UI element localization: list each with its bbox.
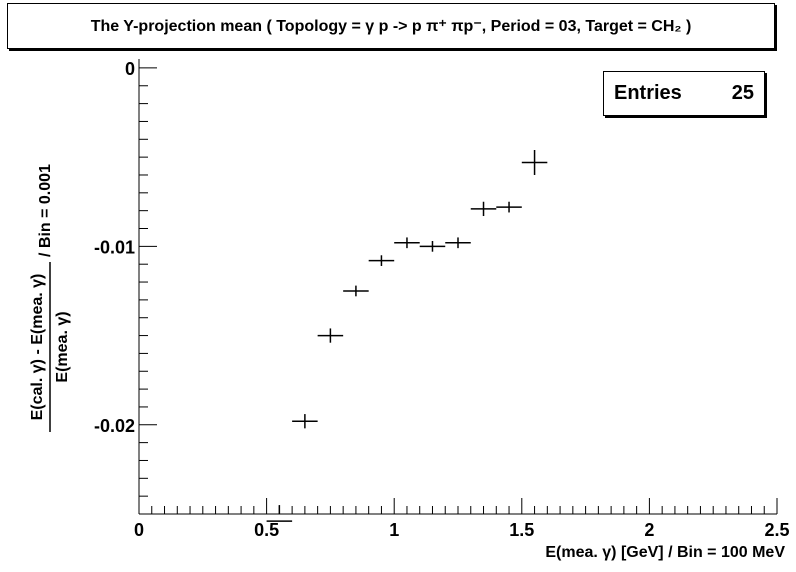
- stats-entries-value: 25: [731, 82, 754, 104]
- data-point: [521, 150, 548, 175]
- x-tick-label: 0.5: [254, 520, 279, 540]
- y-tick-label: 0: [125, 59, 135, 79]
- x-tick-label: 2: [644, 520, 654, 540]
- y-axis-title-numerator: E(cal. γ) - E(mea. γ): [29, 274, 46, 421]
- y-axis-title-suffix: / Bin = 0.001: [37, 164, 54, 257]
- data-point: [343, 285, 369, 297]
- x-axis-title: E(mea. γ) [GeV] / Bin = 100 MeV: [545, 544, 785, 561]
- y-tick-label: -0.01: [94, 237, 135, 257]
- data-point: [317, 328, 344, 343]
- data-point: [470, 201, 497, 217]
- stats-box: Entries 25: [603, 71, 765, 116]
- title-box: The Y-projection mean ( Topology = γ p -…: [7, 3, 775, 49]
- data-point: [368, 255, 395, 266]
- x-tick-label: 1: [389, 520, 399, 540]
- x-tick-label: 1.5: [509, 520, 534, 540]
- stats-entries-label: Entries: [614, 82, 682, 104]
- data-point: [292, 414, 318, 429]
- data-point: [445, 237, 471, 249]
- chart-title: The Y-projection mean ( Topology = γ p -…: [90, 18, 692, 35]
- data-point: [266, 505, 293, 522]
- y-axis-title: E(cal. γ) - E(mea. γ) E(mea. γ) / Bin = 0.…: [29, 164, 71, 432]
- x-tick-label: 2.5: [764, 520, 789, 540]
- data-point: [496, 201, 522, 213]
- y-axis-title-denominator: E(mea. γ): [54, 311, 71, 382]
- data-point: [419, 241, 446, 252]
- data-point: [394, 237, 420, 249]
- y-tick-label: -0.02: [94, 416, 135, 436]
- x-tick-label: 0: [134, 520, 144, 540]
